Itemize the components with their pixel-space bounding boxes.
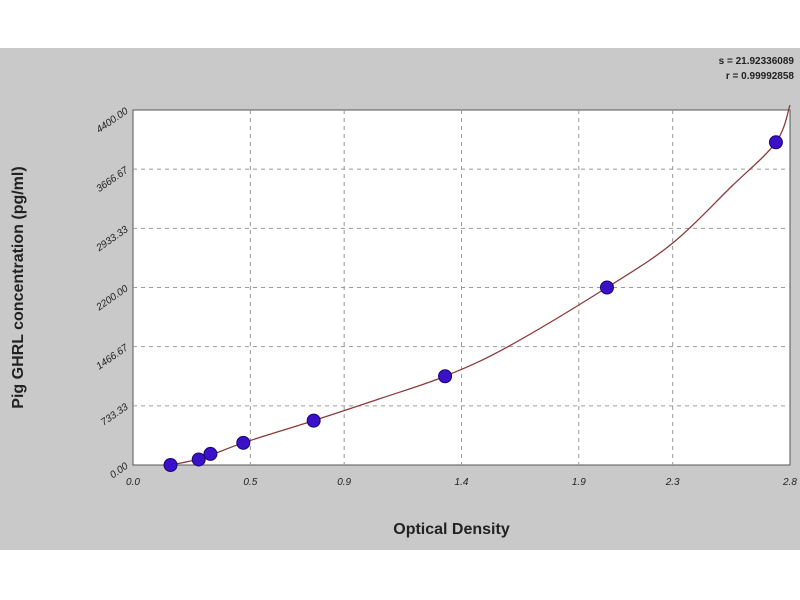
y-tick-label: 4400.00 — [95, 106, 131, 136]
fit-statistics: s = 21.92336089 r = 0.99992858 — [719, 54, 794, 84]
data-point — [191, 452, 206, 467]
y-tick-label: 2200.00 — [94, 283, 131, 314]
data-point — [236, 435, 251, 450]
grid-lines — [133, 110, 790, 465]
x-tick-label: 2.3 — [665, 477, 680, 488]
y-axis-ticks: 0.00733.331466.672200.002933.333666.6744… — [94, 106, 131, 481]
y-tick-label: 3666.67 — [95, 165, 131, 195]
data-point — [599, 280, 614, 295]
y-tick-label: 2933.33 — [94, 224, 131, 255]
data-point — [163, 458, 178, 472]
s-statistic: s = 21.92336089 — [718, 56, 794, 67]
x-tick-label: 2.8 — [782, 477, 797, 488]
data-point — [203, 446, 218, 461]
data-point — [438, 369, 453, 384]
x-axis-ticks: 0.0 0.5 0.9 1.4 1.9 2.3 2.8 — [126, 477, 797, 488]
data-point — [768, 135, 783, 150]
r-statistic: r = 0.99992858 — [725, 71, 794, 82]
y-tick-label: 1466.67 — [95, 342, 131, 372]
data-point — [306, 413, 321, 428]
x-tick-label: 1.4 — [455, 477, 469, 488]
y-tick-label: 733.33 — [99, 401, 131, 428]
x-tick-label: 0.5 — [243, 477, 257, 488]
x-tick-label: 0.0 — [126, 477, 140, 488]
y-axis-title: Pig GHRL concentration (pg/ml) — [10, 166, 27, 408]
x-tick-label: 0.9 — [337, 477, 351, 488]
x-tick-label: 1.9 — [572, 477, 586, 488]
data-points — [163, 135, 783, 472]
x-axis-title: Optical Density — [393, 521, 510, 538]
